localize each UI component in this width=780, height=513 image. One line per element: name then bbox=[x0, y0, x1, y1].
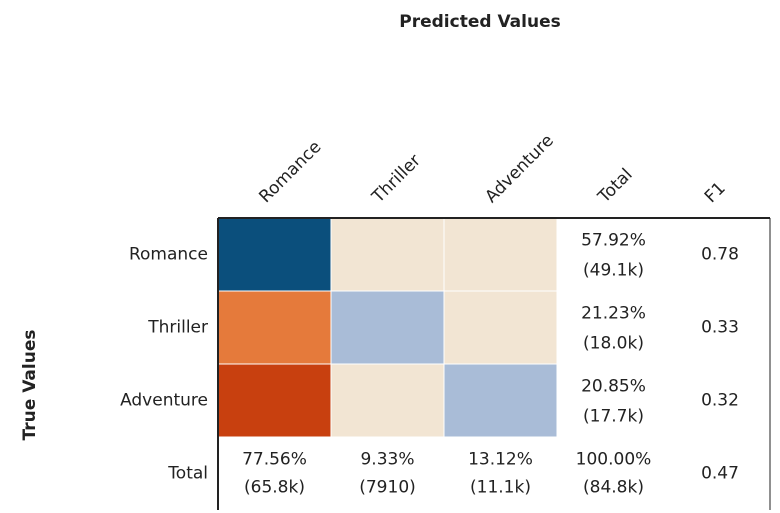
f1-score: 0.47 bbox=[701, 464, 739, 484]
f1-score: 0.78 bbox=[701, 245, 739, 265]
column-header: F1 bbox=[701, 178, 730, 207]
column-header: Romance bbox=[255, 137, 325, 207]
matrix-cell bbox=[217, 363, 332, 438]
row-label: Thriller bbox=[147, 318, 208, 338]
matrix-cell bbox=[330, 217, 445, 292]
y-axis-label: True Values bbox=[20, 330, 40, 441]
matrix-cell bbox=[443, 290, 558, 365]
matrix-cell bbox=[330, 290, 445, 365]
row-total-count: (17.7k) bbox=[583, 407, 644, 427]
matrix-cell bbox=[217, 217, 332, 292]
matrix-cell bbox=[330, 363, 445, 438]
column-total-count: (11.1k) bbox=[470, 478, 531, 498]
row-label: Total bbox=[167, 464, 208, 484]
row-total-percent: 57.92% bbox=[581, 231, 646, 251]
column-total-percent: 77.56% bbox=[242, 450, 307, 470]
f1-score: 0.32 bbox=[701, 391, 739, 411]
row-total-percent: 20.85% bbox=[581, 377, 646, 397]
row-label: Adventure bbox=[120, 391, 208, 411]
title: Predicted Values bbox=[399, 12, 560, 32]
f1-score: 0.33 bbox=[701, 318, 739, 338]
matrix-cell bbox=[443, 217, 558, 292]
column-header: Thriller bbox=[368, 151, 425, 208]
matrix-cell bbox=[443, 363, 558, 438]
column-header: Adventure bbox=[481, 131, 557, 207]
matrix-cell bbox=[217, 290, 332, 365]
row-total-count: (49.1k) bbox=[583, 261, 644, 281]
column-total-percent: 100.00% bbox=[576, 450, 652, 470]
row-label: Romance bbox=[129, 245, 208, 265]
column-total-percent: 9.33% bbox=[360, 450, 414, 470]
column-total-count: (84.8k) bbox=[583, 478, 644, 498]
column-total-count: (65.8k) bbox=[244, 478, 305, 498]
column-total-percent: 13.12% bbox=[468, 450, 533, 470]
row-total-count: (18.0k) bbox=[583, 334, 644, 354]
column-header: Total bbox=[594, 165, 637, 208]
column-total-count: (7910) bbox=[359, 478, 416, 498]
row-total-percent: 21.23% bbox=[581, 304, 646, 324]
